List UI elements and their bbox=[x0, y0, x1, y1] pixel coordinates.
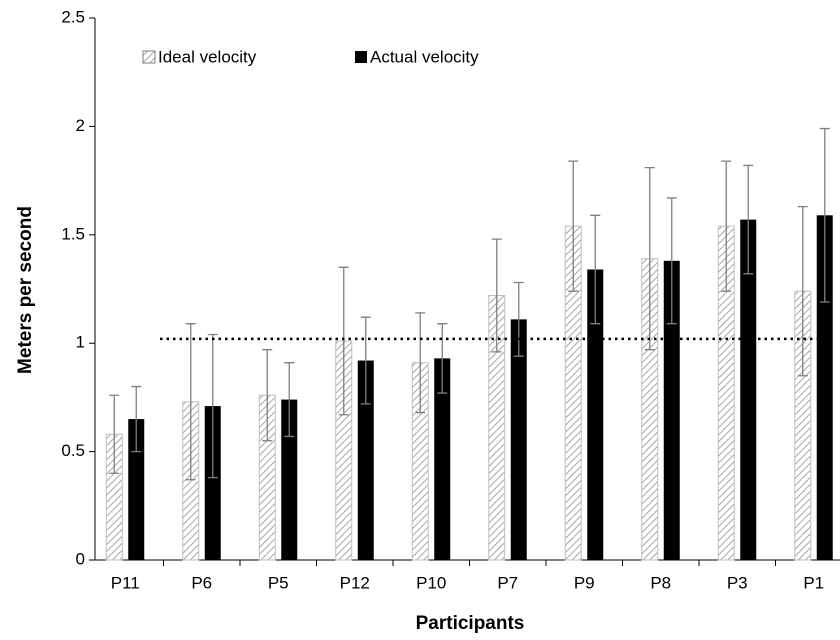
x-tick-label: P6 bbox=[191, 573, 212, 592]
y-tick-label: 1 bbox=[76, 333, 85, 352]
bar bbox=[663, 260, 680, 560]
bar bbox=[587, 269, 604, 560]
x-tick-label: P12 bbox=[340, 573, 370, 592]
x-axis-title: Participants bbox=[416, 613, 525, 634]
error-bar bbox=[743, 164, 754, 275]
bar bbox=[204, 406, 221, 560]
error-bar bbox=[590, 214, 601, 325]
x-tick-label: P10 bbox=[416, 573, 446, 592]
legend-swatch bbox=[142, 50, 156, 64]
bar bbox=[740, 219, 757, 560]
legend-label: Actual velocity bbox=[370, 47, 479, 66]
y-tick-label: 2.5 bbox=[61, 7, 85, 26]
x-tick-label: P9 bbox=[574, 573, 595, 592]
error-bar bbox=[284, 362, 295, 438]
error-bar bbox=[644, 166, 655, 351]
error-bar bbox=[109, 394, 120, 474]
x-tick-label: P7 bbox=[497, 573, 518, 592]
y-axis-title: Meters per second bbox=[15, 206, 36, 374]
x-tick-label: P5 bbox=[268, 573, 289, 592]
bar bbox=[281, 399, 298, 560]
error-bar bbox=[513, 281, 524, 357]
error-bar bbox=[819, 127, 830, 303]
y-tick-label: 2 bbox=[76, 116, 85, 135]
bar bbox=[128, 419, 145, 560]
error-bar bbox=[437, 323, 448, 394]
legend-swatch bbox=[355, 51, 367, 63]
error-bar bbox=[262, 349, 273, 442]
x-tick-label: P1 bbox=[803, 573, 824, 592]
legend-label: Ideal velocity bbox=[158, 47, 257, 66]
error-bar bbox=[797, 205, 808, 377]
y-tick-label: 0 bbox=[76, 549, 85, 568]
y-tick-label: 0.5 bbox=[61, 441, 85, 460]
error-bar bbox=[185, 323, 196, 481]
error-bar bbox=[207, 333, 218, 479]
error-bar bbox=[568, 160, 579, 292]
bar bbox=[510, 319, 527, 560]
error-bar bbox=[721, 160, 732, 292]
error-bar bbox=[338, 266, 349, 416]
error-bar bbox=[415, 312, 426, 414]
error-bar bbox=[131, 385, 142, 453]
error-bar bbox=[360, 316, 371, 405]
x-tick-label: P3 bbox=[727, 573, 748, 592]
x-tick-label: P11 bbox=[111, 573, 140, 592]
bar bbox=[357, 360, 374, 560]
y-tick-label: 1.5 bbox=[61, 224, 85, 243]
error-bar bbox=[666, 197, 677, 325]
x-tick-label: P8 bbox=[650, 573, 671, 592]
error-bar bbox=[491, 238, 502, 353]
bar bbox=[434, 358, 451, 560]
